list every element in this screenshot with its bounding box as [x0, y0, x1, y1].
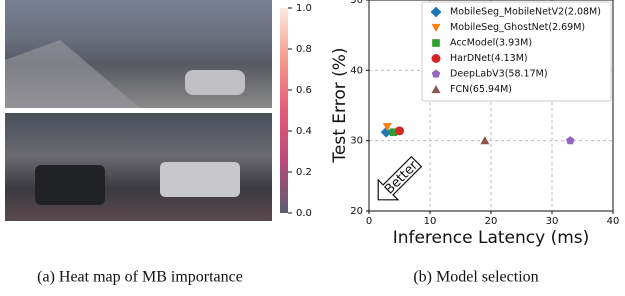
data-point: [566, 136, 575, 144]
van: [160, 162, 240, 197]
y-tick-label: 50: [350, 0, 363, 6]
caption: (a) Heat map of MB importance: [37, 269, 243, 286]
y-axis-label: Test Error (%): [330, 47, 350, 163]
colorbar-tick-label: 0.2: [296, 167, 312, 178]
legend-label: DeepLabV3(58.17M): [450, 69, 548, 80]
colorbar-tick-label: 0.6: [296, 85, 312, 96]
x-tick-label: 30: [546, 216, 559, 227]
x-tick-label: 10: [424, 216, 437, 227]
y-tick-label: 40: [350, 65, 363, 76]
caption: (b) Model selection: [413, 269, 538, 286]
legend-label: HarDNet(4.13M): [450, 53, 528, 64]
legend-label: FCN(65.94M): [450, 84, 512, 95]
x-tick-label: 40: [607, 216, 620, 227]
colorbar-tick-label: 0.8: [296, 44, 312, 55]
figure: 0 10 20 30 40 20 30 40 50 Inference Latency (ms) T…: [0, 0, 625, 296]
annotation: Better: [382, 158, 422, 198]
colorbar-tick-label: 0.4: [296, 126, 312, 137]
legend-label: MobileSeg_GhostNet(2.69M): [450, 22, 585, 33]
y-tick-label: 30: [350, 136, 363, 147]
colorbar-tick-label: 0.0: [296, 208, 312, 219]
data-point: [395, 126, 404, 135]
truck: [35, 165, 105, 205]
scatter-plot: 0 10 20 30 40 20 30 40 50 Inference Latency (ms) T…: [330, 0, 619, 248]
better-arrow: Better: [368, 152, 426, 210]
legend-label: AccModel(3.93M): [450, 38, 532, 49]
colorbar: [280, 8, 288, 213]
y-tick-label: 20: [350, 206, 363, 217]
legend-marker: [432, 54, 441, 63]
data-point: [480, 136, 489, 144]
legend-label: MobileSeg_MobileNetV2(2.08M): [450, 7, 601, 18]
car: [185, 70, 245, 95]
legend-marker: [432, 39, 440, 47]
x-tick-label: 0: [366, 216, 372, 227]
x-axis-label: Inference Latency (ms): [393, 228, 590, 248]
x-tick-label: 20: [485, 216, 498, 227]
colorbar-tick-label: 1.0: [296, 3, 312, 14]
